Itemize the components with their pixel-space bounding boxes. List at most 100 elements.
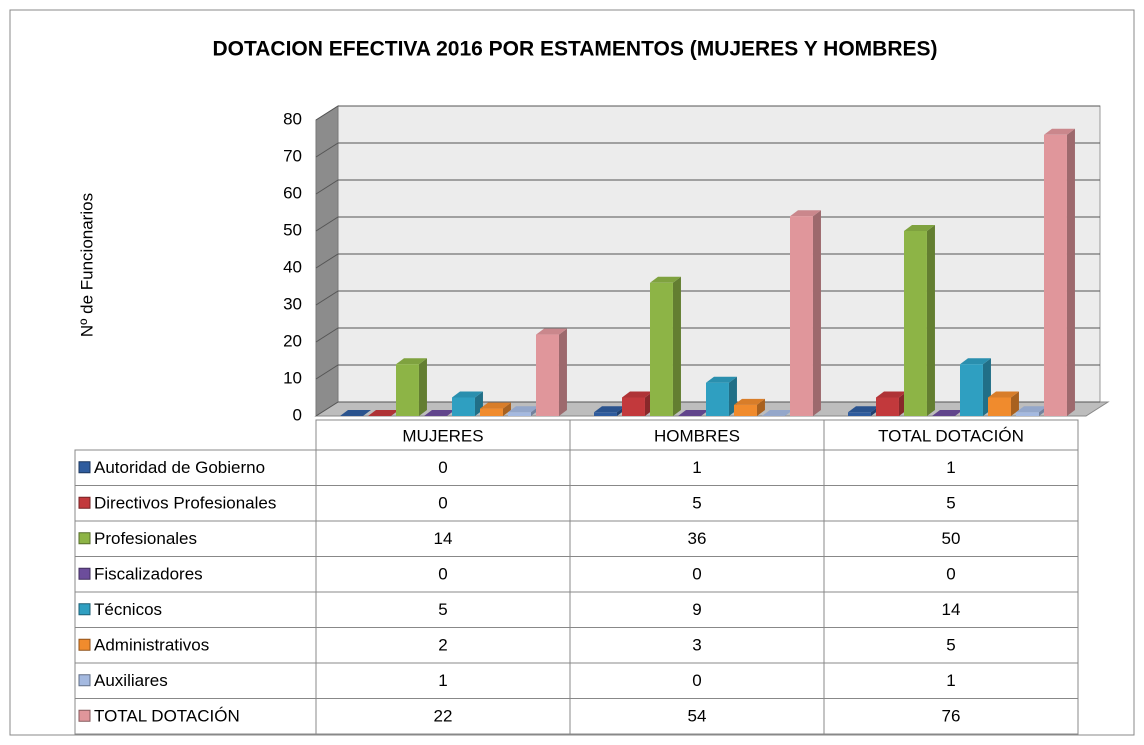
bar: [904, 231, 927, 416]
legend-label: Técnicos: [94, 600, 162, 619]
table-value: 3: [692, 636, 701, 655]
table-value: 36: [688, 529, 707, 548]
bar-top: [734, 398, 765, 405]
grid-line: [315, 105, 339, 121]
bar-top: [650, 276, 681, 283]
bar-top: [368, 410, 399, 416]
table-value: 5: [946, 636, 955, 655]
bar: [594, 412, 617, 416]
table-value: 22: [434, 707, 453, 726]
bar-top: [678, 410, 709, 416]
table-value: 9: [692, 600, 701, 619]
bar: [706, 382, 729, 416]
y-tick-label: 0: [293, 405, 302, 424]
bar: [622, 397, 645, 416]
chart-title: DOTACION EFECTIVA 2016 POR ESTAMENTOS (M…: [212, 38, 937, 61]
bar-side: [926, 225, 935, 416]
y-tick-label: 50: [283, 220, 302, 239]
table-value: 0: [946, 565, 955, 584]
bar-top: [480, 402, 511, 409]
bar-side: [418, 358, 427, 416]
bar-top: [848, 406, 879, 413]
legend-label: Profesionales: [94, 529, 197, 548]
table-value: 0: [692, 671, 701, 690]
table-value: 1: [438, 671, 447, 690]
bar: [960, 364, 983, 416]
grid-line: [315, 179, 339, 195]
legend-swatch: [78, 709, 91, 722]
bar-top: [762, 410, 793, 416]
bar-top: [1044, 128, 1075, 135]
legend-label: Autoridad de Gobierno: [94, 458, 265, 477]
table-value: 0: [692, 565, 701, 584]
bar: [396, 364, 419, 416]
legend-swatch: [78, 461, 91, 474]
bar-side: [1066, 128, 1075, 417]
legend-label: Auxiliares: [94, 671, 168, 690]
grid-line: [315, 142, 339, 158]
table-value: 0: [438, 565, 447, 584]
bar-top: [904, 225, 935, 231]
bar: [876, 397, 899, 416]
bar-top: [622, 391, 653, 398]
bar: [508, 412, 531, 416]
y-axis-label: Nº de Funcionarios: [77, 193, 96, 337]
table-value: 0: [438, 494, 447, 513]
grid-line: [315, 216, 339, 232]
bar-top: [424, 410, 455, 416]
bar-top: [1016, 406, 1047, 413]
y-tick-label: 60: [283, 183, 302, 202]
table-value: 5: [946, 494, 955, 513]
bar-top: [508, 406, 539, 413]
table-value: 1: [946, 458, 955, 477]
bar: [848, 412, 871, 416]
legend-swatch: [78, 638, 91, 651]
bar-side: [756, 398, 765, 416]
bar: [1016, 412, 1039, 416]
legend-swatch: [78, 496, 91, 509]
bar-side: [558, 328, 567, 416]
bar-top: [594, 406, 625, 413]
table-value: 50: [942, 529, 961, 548]
legend-swatch: [78, 532, 91, 545]
table-value: 14: [942, 600, 961, 619]
legend-label: Administrativos: [94, 636, 209, 655]
y-tick-label: 30: [283, 294, 302, 313]
table-value: 54: [688, 707, 707, 726]
grid-line: [315, 253, 339, 269]
legend-label: Fiscalizadores: [94, 565, 203, 584]
bar: [452, 397, 475, 416]
grid-line: [315, 364, 339, 380]
bar: [650, 282, 673, 416]
y-tick-label: 40: [283, 257, 302, 276]
bar-side: [672, 276, 681, 416]
table-value: 76: [942, 707, 961, 726]
bar-top: [790, 210, 821, 217]
category-label: HOMBRES: [654, 426, 740, 445]
bar: [988, 397, 1011, 416]
grid-line: [315, 327, 339, 343]
bar-top: [536, 328, 567, 335]
table-value: 1: [946, 671, 955, 690]
bar-top: [396, 358, 427, 365]
category-label: MUJERES: [402, 426, 483, 445]
y-tick-label: 80: [283, 109, 302, 128]
legend-swatch: [78, 603, 91, 616]
bar: [480, 408, 503, 416]
y-tick-label: 10: [283, 368, 302, 387]
table-value: 14: [434, 529, 453, 548]
bar: [536, 334, 559, 416]
bar-top: [876, 391, 907, 398]
bar-side: [502, 402, 511, 416]
bar-top: [452, 391, 483, 398]
grid-line: [315, 401, 339, 417]
bar-side: [812, 210, 821, 416]
bar-top: [988, 391, 1019, 398]
bar-top: [340, 410, 371, 416]
table-value: 5: [438, 600, 447, 619]
table-value: 2: [438, 636, 447, 655]
category-label: TOTAL DOTACIÓN: [878, 426, 1024, 445]
table-value: 0: [438, 458, 447, 477]
legend-swatch: [78, 567, 91, 580]
